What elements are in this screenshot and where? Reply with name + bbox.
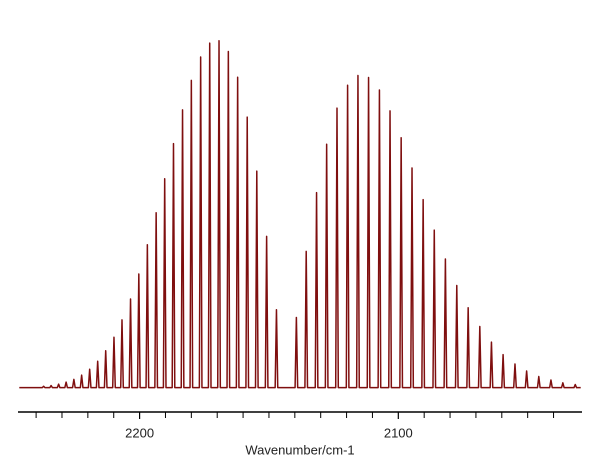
x-tick-label: 2100 (384, 425, 413, 440)
x-axis-label: Wavenumber/cm-1 (245, 442, 354, 457)
x-tick-label: 2200 (125, 425, 154, 440)
spectrum-line (19, 39, 581, 389)
